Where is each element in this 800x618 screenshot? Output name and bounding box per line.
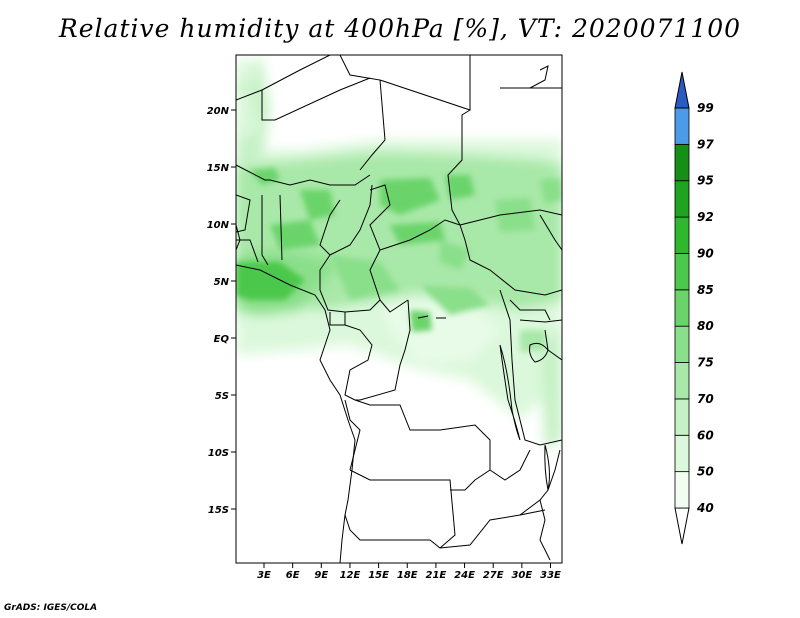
lat-tick-label: 15S	[208, 505, 229, 516]
colorbar-label: 95	[697, 174, 714, 188]
lon-tick-label: 30E	[511, 570, 532, 581]
lon-tick-label: 33E	[540, 570, 561, 581]
lon-tick-label: 6E	[286, 570, 300, 581]
colorbar-label: 75	[697, 356, 714, 370]
lon-tick-label: 27E	[483, 570, 504, 581]
colorbar-label: 97	[697, 137, 714, 151]
colorbar-upper-arrow	[674, 71, 690, 109]
colorbar-segment	[674, 216, 690, 254]
lat-tick-label: 15N	[207, 163, 230, 174]
colorbar-label: 50	[697, 465, 714, 479]
humidity-field	[236, 55, 562, 563]
colorbar-lower-arrow	[674, 507, 690, 545]
colorbar-segment	[674, 143, 690, 182]
country-boundaries	[236, 55, 562, 563]
colorbar-label: 70	[697, 392, 714, 406]
lon-tick-label: 12E	[340, 570, 361, 581]
lat-tick-label: EQ	[214, 334, 230, 345]
colorbar-label: 92	[697, 210, 714, 224]
map-frame	[235, 54, 563, 564]
colorbar-segment	[674, 398, 690, 436]
colorbar-segment	[674, 471, 690, 509]
longitude-axis: 3E 6E 9E 12E 15E 18E 21E 24E 27E 30E 33E	[257, 563, 561, 581]
lat-tick-label: 10S	[208, 448, 229, 459]
colorbar-segment	[674, 434, 690, 473]
colorbar-segment	[674, 362, 690, 400]
colorbar-segment	[674, 107, 690, 145]
lon-tick-label: 15E	[368, 570, 389, 581]
colorbar-label: 80	[697, 319, 714, 333]
colorbar-segment	[674, 289, 690, 327]
map-title: Relative humidity at 400hPa [%], VT: 202…	[58, 14, 742, 43]
colorbar-segment	[674, 253, 690, 291]
lon-tick-label: 3E	[257, 570, 271, 581]
credit-text: GrADS: IGES/COLA	[4, 603, 98, 613]
lon-tick-label: 18E	[397, 570, 418, 581]
colorbar-label: 60	[697, 428, 714, 442]
colorbar-segment	[674, 325, 690, 363]
colorbar-label: 99	[697, 101, 714, 115]
lon-tick-label: 9E	[314, 570, 328, 581]
colorbar: 40 50 60 70 75 80 85 90 92 95 97 99	[674, 71, 714, 545]
colorbar-label: 85	[697, 283, 714, 297]
lat-tick-label: 20N	[207, 106, 230, 117]
colorbar-segment	[674, 180, 690, 218]
lon-tick-label: 24E	[454, 570, 475, 581]
lat-tick-label: 10N	[207, 220, 230, 231]
lat-tick-label: 5S	[215, 391, 229, 402]
lat-tick-label: 5N	[214, 277, 230, 288]
lon-tick-label: 21E	[426, 570, 447, 581]
latitude-axis: 20N 15N 10N 5N EQ 5S 10S 15S	[207, 106, 236, 516]
colorbar-label: 90	[697, 246, 714, 260]
colorbar-label: 40	[696, 501, 714, 515]
